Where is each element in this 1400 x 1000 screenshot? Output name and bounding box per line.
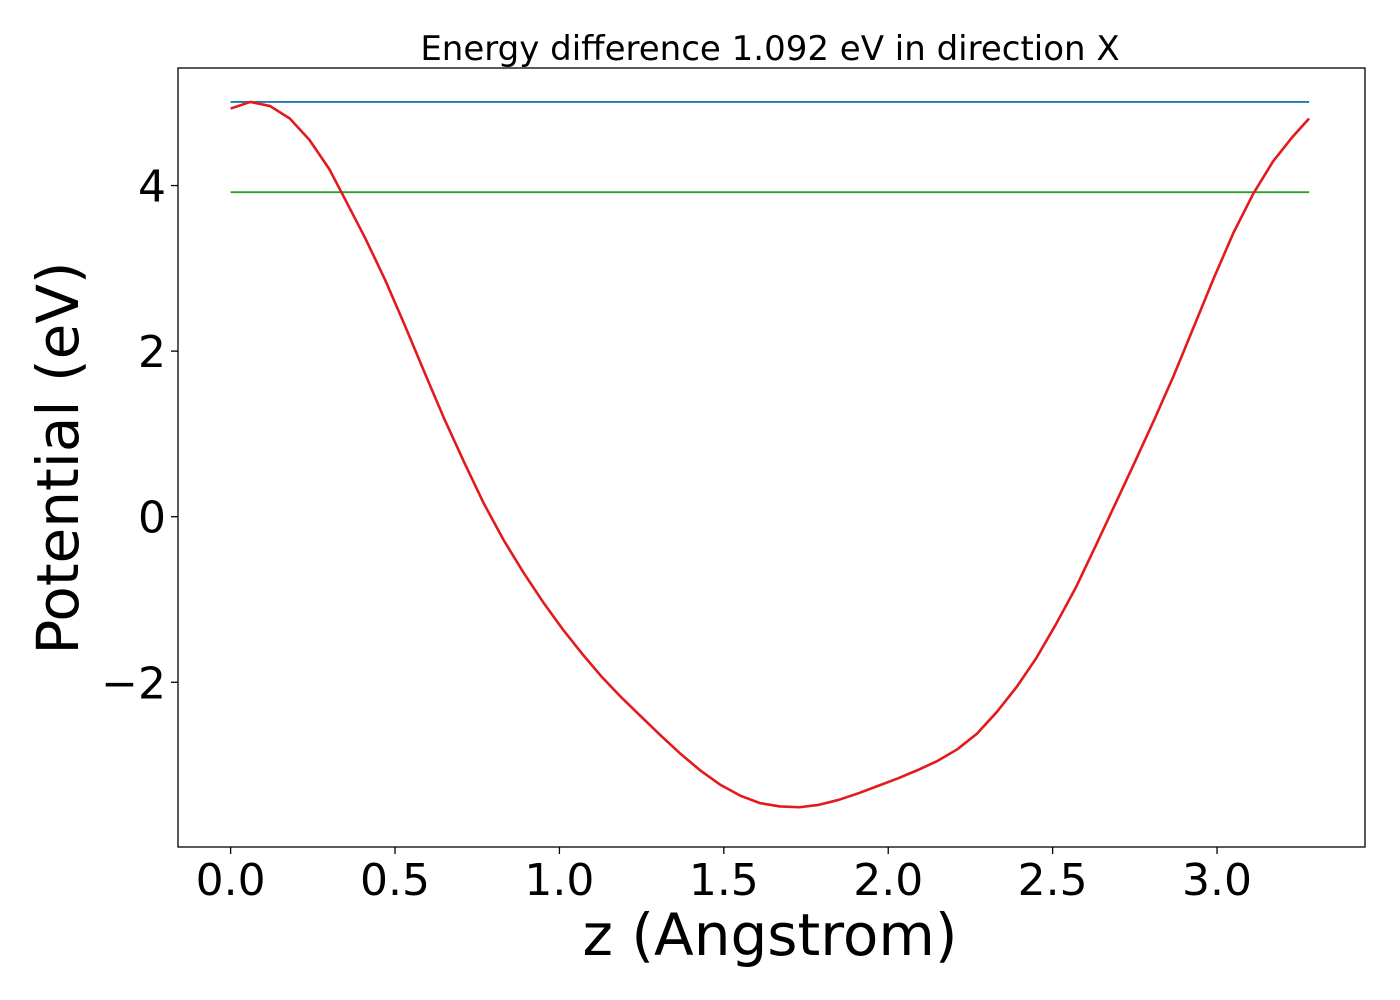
- x-tick-label: 1.5: [689, 855, 759, 906]
- y-axis-label: Potential (eV): [24, 261, 92, 654]
- x-tick-label: 1.0: [524, 855, 594, 906]
- chart-title: Energy difference 1.092 eV in direction …: [420, 29, 1119, 69]
- plot-frame: [177, 67, 1366, 848]
- y-tick-label: 2: [138, 327, 166, 378]
- x-tick-label: 2.5: [1018, 855, 1088, 906]
- plot-area: [230, 100, 1311, 809]
- x-tick-label: 3.0: [1182, 855, 1252, 906]
- y-tick-label: −2: [101, 658, 166, 709]
- y-tick-label: 4: [138, 162, 166, 213]
- y-tick-label: 0: [138, 493, 166, 544]
- x-tick-label: 0.5: [360, 855, 430, 906]
- x-axis: 0.0 0.5 1.0 1.5 2.0 2.5 3.0: [196, 847, 1252, 906]
- x-axis-label: z (Angstrom): [583, 901, 958, 969]
- x-tick-label: 0.0: [196, 855, 266, 906]
- y-axis: −2 0 2 4: [101, 162, 178, 709]
- x-tick-label: 2.0: [853, 855, 923, 906]
- series-line-3: [230, 100, 1311, 809]
